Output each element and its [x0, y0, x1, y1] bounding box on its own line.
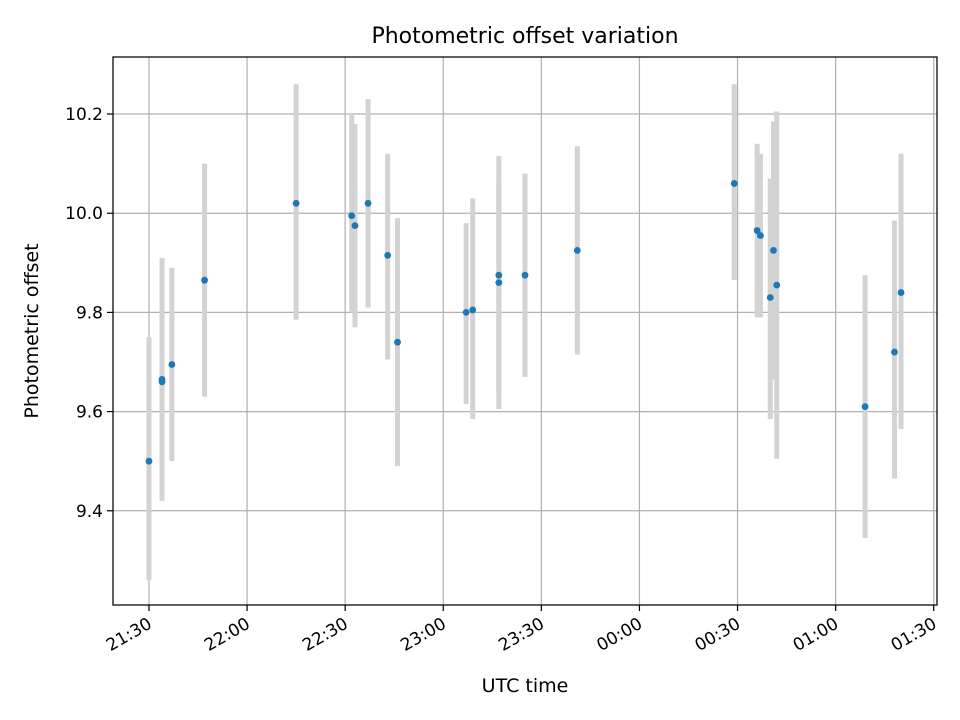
data-point: [201, 276, 208, 284]
data-point: [384, 251, 392, 259]
data-point: [861, 403, 869, 411]
data-point: [753, 227, 761, 234]
data-point: [394, 338, 401, 346]
data-point: [348, 212, 356, 220]
y-tick-label: 9.6: [76, 403, 103, 423]
chart-title: Photometric offset variation: [371, 24, 678, 49]
y-tick-label: 9.4: [76, 502, 103, 522]
data-point: [351, 222, 359, 230]
data-point: [766, 294, 774, 301]
data-point: [730, 180, 738, 187]
y-tick-label: 10.0: [65, 204, 103, 224]
data-point: [897, 289, 905, 296]
data-point: [521, 271, 529, 279]
data-point: [462, 309, 470, 316]
y-axis: 9.4 9.6 9.8 10.0 10.2: [65, 105, 113, 522]
y-tick-label: 10.2: [65, 105, 103, 125]
data-point: [292, 199, 300, 207]
y-axis-label: Photometric offset: [21, 243, 43, 418]
x-axis-label: UTC time: [482, 675, 569, 697]
data-point: [168, 361, 176, 368]
data-point: [364, 199, 372, 207]
data-point: [770, 247, 777, 254]
data-point: [158, 378, 166, 386]
data-point: [495, 279, 503, 287]
plot-frame: [112, 56, 938, 606]
data-point: [757, 232, 764, 239]
data-point: [891, 348, 898, 356]
data-point: [469, 306, 477, 314]
data-points: [145, 180, 905, 465]
data-point: [573, 247, 581, 254]
data-point: [495, 271, 503, 279]
data-point: [773, 281, 781, 289]
y-tick-label: 9.8: [76, 303, 103, 323]
data-point: [145, 457, 153, 465]
